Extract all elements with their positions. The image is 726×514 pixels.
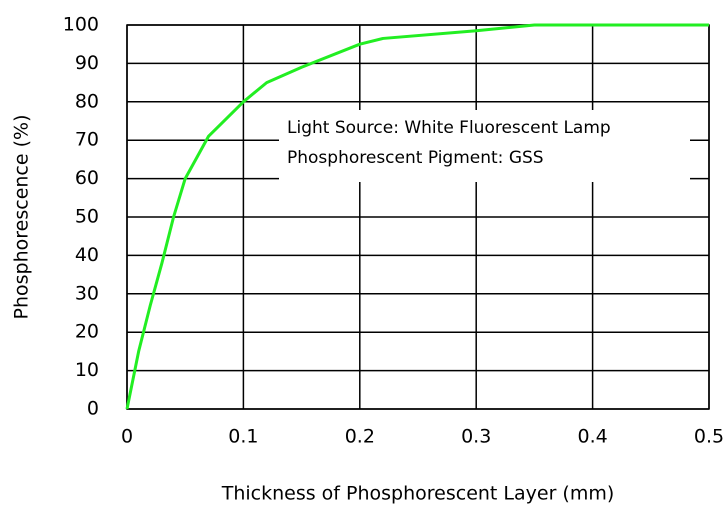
y-tick-label: 80 — [75, 90, 99, 112]
x-tick-label: 0.1 — [228, 426, 258, 448]
annotation-box — [279, 110, 690, 182]
y-tick-label: 70 — [75, 129, 99, 151]
y-tick-label: 30 — [75, 282, 99, 304]
x-tick-label: 0 — [121, 426, 133, 448]
y-tick-label: 20 — [75, 321, 99, 343]
y-tick-label: 40 — [75, 244, 99, 266]
y-tick-label: 10 — [75, 359, 99, 381]
y-tick-label: 60 — [75, 167, 99, 189]
plot-frame — [126, 24, 710, 410]
x-tick-label: 0.5 — [694, 426, 724, 448]
y-axis-label: Phosphorescence (%) — [11, 115, 33, 320]
data-line — [125, 23, 709, 410]
annotation: Light Source: White Fluorescent Lamp — [287, 118, 611, 138]
y-tick-label: 50 — [75, 206, 99, 228]
x-tick-label: 0.2 — [345, 426, 375, 448]
y-tick-label: 100 — [63, 14, 99, 36]
x-axis-label: Thickness of Phosphorescent Layer (mm) — [221, 483, 615, 505]
x-tick-label: 0.3 — [461, 426, 491, 448]
y-tick-label: 90 — [75, 52, 99, 74]
y-tick-label: 0 — [87, 398, 99, 420]
annotation: Phosphorescent Pigment: GSS — [287, 148, 544, 168]
x-tick-label: 0.4 — [577, 426, 607, 448]
